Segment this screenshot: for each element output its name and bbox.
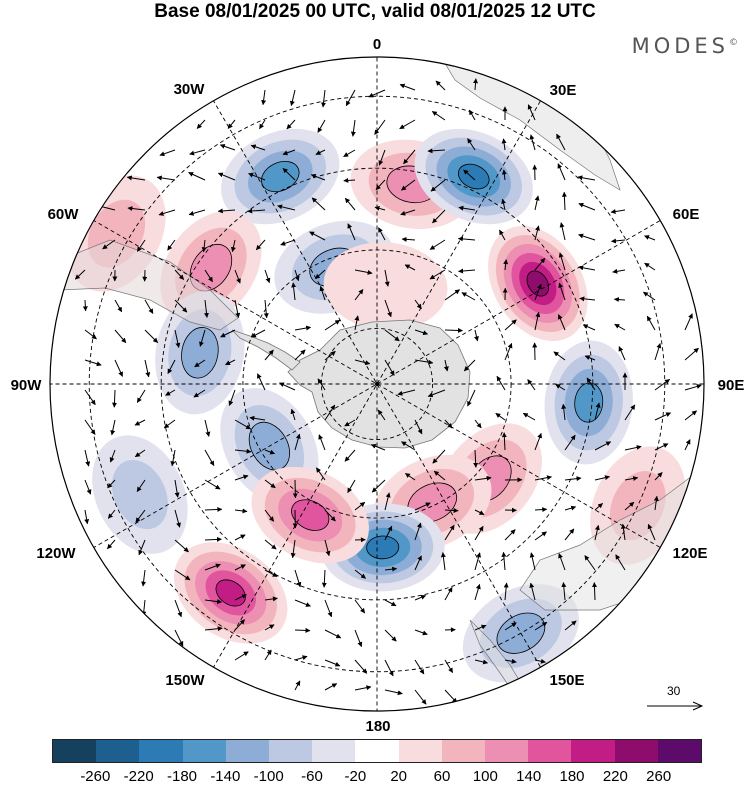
wind-arrow: [344, 180, 355, 181]
colorbar-swatch: [399, 740, 442, 762]
colorbar-tick-label: 20: [390, 768, 407, 785]
colorbar-tick-label: 60: [434, 768, 451, 785]
lon-label-30e: 30E: [550, 83, 577, 99]
colorbar-swatch: [442, 740, 485, 762]
lon-label-90w: 90W: [11, 378, 42, 394]
lon-label-90e: 90E: [718, 378, 745, 394]
wind-arrow: [594, 583, 595, 600]
lon-label-120w: 120W: [36, 546, 75, 562]
reference-vector-label: 30: [667, 684, 680, 698]
wind-arrow: [535, 509, 547, 510]
colorbar-tick-label: 220: [603, 768, 628, 785]
wind-arrow: [114, 390, 115, 407]
wind-arrow: [445, 510, 458, 511]
colorbar-swatch: [226, 740, 269, 762]
colorbar-swatch: [269, 740, 312, 762]
wind-arrow: [85, 300, 86, 311]
lon-label-30w: 30W: [174, 82, 205, 98]
lon-label-150w: 150W: [165, 673, 204, 689]
lon-label-0: 0: [373, 37, 381, 53]
wind-arrow: [295, 630, 310, 631]
colorbar-tick-label: -260: [80, 768, 110, 785]
colorbar-tick-label: 140: [516, 768, 541, 785]
colorbar-swatch: [183, 740, 226, 762]
graticule: [43, 50, 710, 717]
colorbar: [52, 739, 702, 763]
colorbar-tick-label: -60: [301, 768, 323, 785]
lon-label-150e: 150E: [549, 673, 584, 689]
colorbar-tick-label: -20: [344, 768, 366, 785]
colorbar-swatch: [355, 740, 398, 762]
colorbar-swatch: [528, 740, 571, 762]
colorbar-tick-label: 100: [473, 768, 498, 785]
colorbar-tick-label: -220: [124, 768, 154, 785]
south-pole-marker: [375, 382, 379, 386]
lon-label-60w: 60W: [48, 207, 79, 223]
lon-label-120e: 120E: [672, 546, 707, 562]
colorbar-swatch: [615, 740, 658, 762]
colorbar-swatch: [139, 740, 182, 762]
colorbar-swatch: [312, 740, 355, 762]
colorbar-tick-label: 180: [559, 768, 584, 785]
colorbar-swatch: [658, 740, 701, 762]
colorbar-swatch: [485, 740, 528, 762]
reference-vector-arrow: [645, 700, 705, 712]
colorbar-tick-label: 260: [646, 768, 671, 785]
colorbar-swatch: [96, 740, 139, 762]
colorbar-tick-label: -100: [254, 768, 284, 785]
wind-arrow: [205, 509, 222, 510]
wind-arrow: [445, 330, 463, 331]
colorbar-swatch: [571, 740, 614, 762]
colorbar-tick-label: -180: [167, 768, 197, 785]
lon-label-180: 180: [365, 719, 390, 735]
colorbar-swatch: [53, 740, 96, 762]
lon-label-60e: 60E: [673, 207, 700, 223]
colorbar-tick-label: -140: [210, 768, 240, 785]
